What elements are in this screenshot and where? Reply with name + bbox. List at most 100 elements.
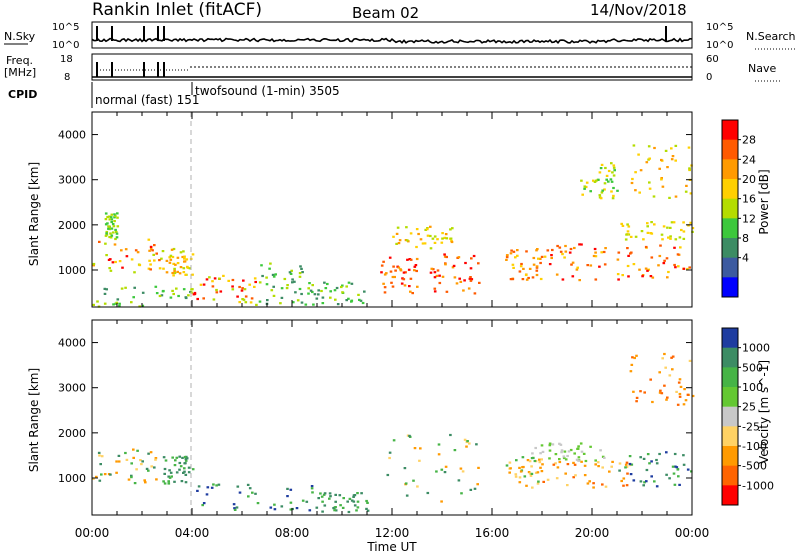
power-cell xyxy=(329,290,332,293)
power-cell xyxy=(158,259,161,262)
vel-cell xyxy=(599,449,602,452)
power-cell xyxy=(110,234,114,237)
power-cell xyxy=(311,290,314,294)
power-cell xyxy=(674,266,677,269)
vel-cell xyxy=(643,391,646,394)
power-cell xyxy=(280,296,284,299)
power-cell xyxy=(627,254,630,257)
power-cell xyxy=(578,243,581,246)
vel-cell xyxy=(130,474,133,477)
power-cell xyxy=(594,278,598,281)
vel-cell xyxy=(289,501,293,504)
power-colorbar-swatch xyxy=(722,159,738,180)
power-cell xyxy=(650,221,653,224)
power-cell xyxy=(558,246,562,249)
vel-cell xyxy=(181,456,184,459)
vel-cell xyxy=(338,494,342,497)
power-cell xyxy=(631,177,634,181)
power-cell xyxy=(687,224,690,227)
power-cell xyxy=(383,291,387,294)
power-cell xyxy=(395,242,398,245)
power-y-ticks: 1000 2000 3000 4000 xyxy=(58,129,692,277)
power-cell xyxy=(598,265,601,268)
power-cell xyxy=(626,264,630,268)
power-cell xyxy=(92,303,95,306)
vel-cell xyxy=(548,444,552,447)
power-cell xyxy=(610,190,613,193)
power-cell xyxy=(595,179,598,182)
power-scatter-cells xyxy=(92,144,695,308)
vel-cell xyxy=(569,448,573,452)
power-cell xyxy=(212,298,216,301)
power-cell xyxy=(599,167,603,170)
vel-cell xyxy=(663,352,666,356)
power-cell xyxy=(592,179,595,182)
power-cell xyxy=(433,287,437,290)
vel-cell xyxy=(305,500,309,503)
power-cell xyxy=(92,264,95,267)
vel-cell xyxy=(408,434,411,437)
power-cell xyxy=(430,267,434,270)
vel-cell xyxy=(552,463,556,466)
vel-cell xyxy=(201,504,204,507)
power-cell xyxy=(176,262,180,265)
vel-cell xyxy=(548,457,551,460)
power-cell xyxy=(653,223,656,226)
vel-cell xyxy=(135,468,138,471)
vel-cell xyxy=(147,469,150,472)
power-cell xyxy=(674,144,678,147)
power-cell xyxy=(261,274,264,278)
vel-cell xyxy=(562,456,566,460)
power-cell xyxy=(443,255,447,258)
power-cell xyxy=(400,282,404,285)
vel-cell xyxy=(635,354,638,357)
power-cell xyxy=(440,241,444,244)
power-cell xyxy=(555,273,559,276)
vel-cell xyxy=(521,456,525,459)
nsky-label: N.Sky xyxy=(4,30,36,43)
power-cell xyxy=(519,265,523,268)
power-cell xyxy=(647,145,651,148)
power-cell xyxy=(426,228,429,231)
vel-cell xyxy=(328,497,331,500)
vel-cell xyxy=(238,491,242,494)
power-cell xyxy=(231,288,235,291)
vel-cell xyxy=(666,396,669,399)
power-cell xyxy=(415,269,418,273)
power-colorbar-swatch xyxy=(722,120,738,141)
power-cell xyxy=(179,266,183,269)
vel-cell xyxy=(567,450,571,453)
power-cell xyxy=(550,256,553,260)
vel-cell xyxy=(536,482,540,485)
power-cell xyxy=(329,296,332,299)
power-cell xyxy=(105,230,109,234)
vel-cell xyxy=(435,470,438,473)
power-cell xyxy=(141,291,145,294)
power-cell xyxy=(649,275,653,278)
power-colorbar: 28 24 20 16 12 8 4 xyxy=(721,119,756,298)
power-cell xyxy=(192,293,196,296)
vel-cell xyxy=(628,462,632,466)
power-cell xyxy=(512,266,515,269)
vel-cell xyxy=(175,471,179,474)
vel-cell xyxy=(182,471,185,474)
power-cell xyxy=(115,301,119,304)
power-cell xyxy=(171,271,174,275)
power-cell xyxy=(199,283,203,286)
power-cell xyxy=(411,292,414,295)
power-cell xyxy=(173,267,176,270)
power-cell xyxy=(118,302,121,305)
vel-cell xyxy=(540,458,543,461)
power-cell xyxy=(443,236,447,239)
power-cell xyxy=(416,285,419,288)
vel-cell xyxy=(620,479,623,483)
power-cell xyxy=(449,237,453,240)
power-cell xyxy=(242,298,246,301)
vel-cell xyxy=(610,465,613,468)
power-cell xyxy=(124,248,128,251)
power-cell xyxy=(421,242,425,245)
power-cell xyxy=(638,191,641,194)
vel-cell xyxy=(99,463,102,466)
power-cell xyxy=(154,285,158,288)
power-cell xyxy=(639,169,643,172)
